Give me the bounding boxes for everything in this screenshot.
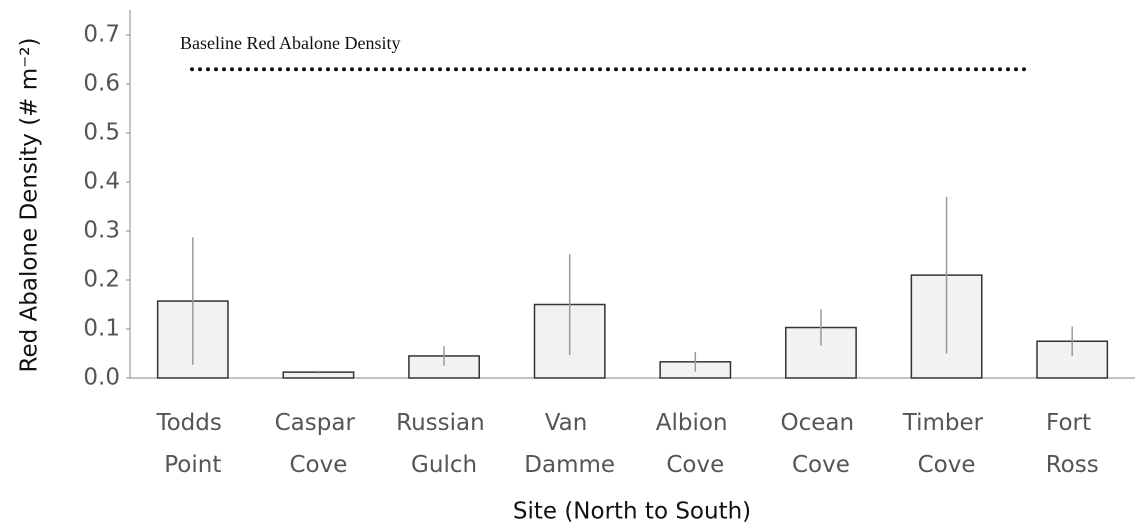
x-tick-label: Albion Cove [656, 410, 735, 478]
y-tick-label: 0.2 [83, 267, 120, 293]
reference-label: Baseline Red Abalone Density [180, 33, 400, 53]
x-tick-label: Van Damme [524, 410, 615, 478]
y-tick-label: 0.1 [83, 316, 120, 342]
x-tick-label: Todds Point [155, 410, 229, 478]
y-tick-label: 0.3 [83, 218, 120, 244]
x-axis-label: Site (North to South) [513, 499, 751, 525]
y-tick-label: 0.5 [83, 120, 120, 146]
y-tick-label: 0.0 [83, 365, 120, 391]
x-tick-label: Fort Ross [1046, 410, 1099, 478]
x-tick-label: Timber Cove [902, 410, 991, 478]
x-tick-label: Caspar Cove [275, 410, 363, 478]
x-tick-label: Ocean Cove [780, 410, 861, 478]
y-tick-label: 0.4 [83, 169, 120, 195]
x-tick-label: Russian Gulch [396, 410, 492, 478]
y-axis-label: Red Abalone Density (# m⁻²) [17, 38, 43, 373]
y-tick-label: 0.6 [83, 71, 120, 97]
y-tick-label: 0.7 [83, 22, 120, 48]
